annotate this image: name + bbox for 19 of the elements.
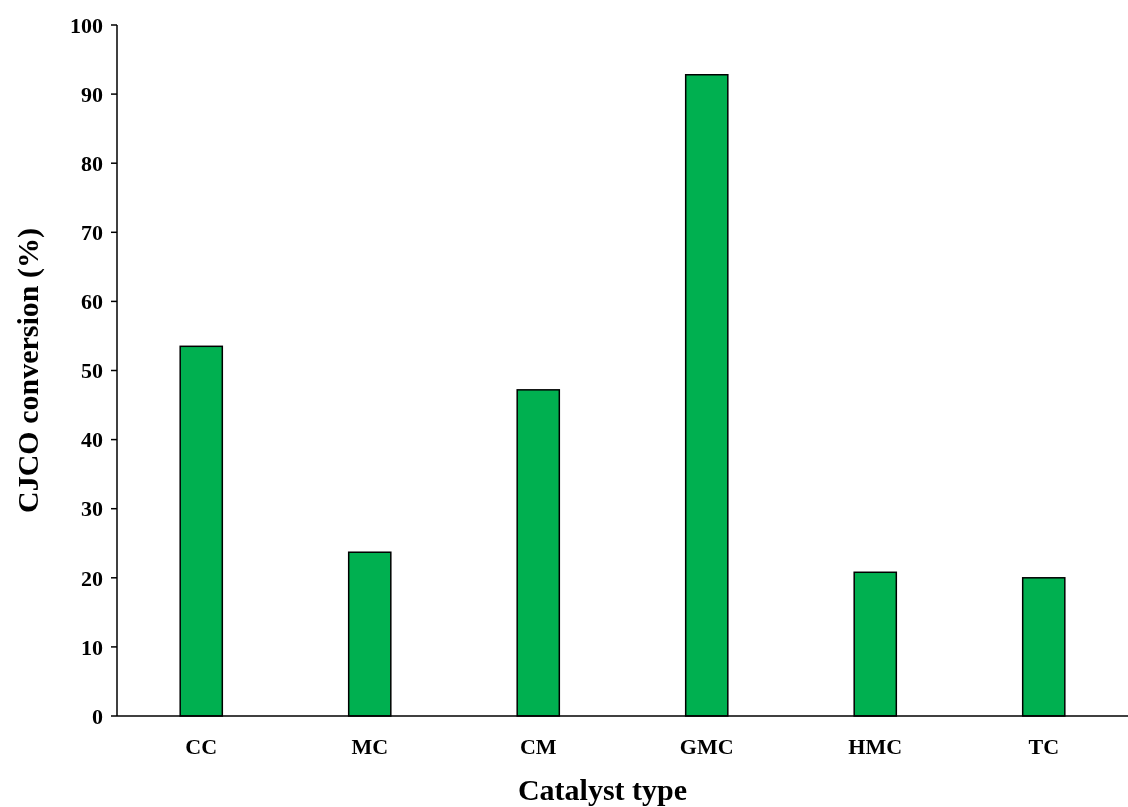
y-tick-label: 70	[81, 220, 103, 245]
y-tick-label: 40	[81, 427, 103, 453]
x-tick-label: MC	[351, 734, 389, 759]
y-tick-label: 30	[81, 496, 103, 522]
y-tick-label: 80	[81, 150, 103, 176]
x-tick-label: HMC	[848, 734, 903, 759]
y-tick-label: 0	[92, 703, 103, 729]
y-tick-label: 60	[81, 289, 103, 315]
y-tick-label: 20	[81, 565, 103, 591]
y-axis-title: CJCO conversion (%)	[11, 228, 45, 513]
x-tick-label: CM	[519, 734, 557, 759]
y-tick-label: 50	[81, 358, 103, 384]
x-tick-label: CC	[185, 734, 218, 759]
y-tick-label: 100	[70, 12, 103, 38]
x-tick-label: TC	[1028, 734, 1060, 759]
x-tick-label: GMC	[679, 734, 734, 759]
y-tick-label: 10	[81, 634, 103, 660]
y-tick-label: 90	[81, 81, 103, 107]
x-axis-title: Catalyst type	[517, 773, 688, 806]
